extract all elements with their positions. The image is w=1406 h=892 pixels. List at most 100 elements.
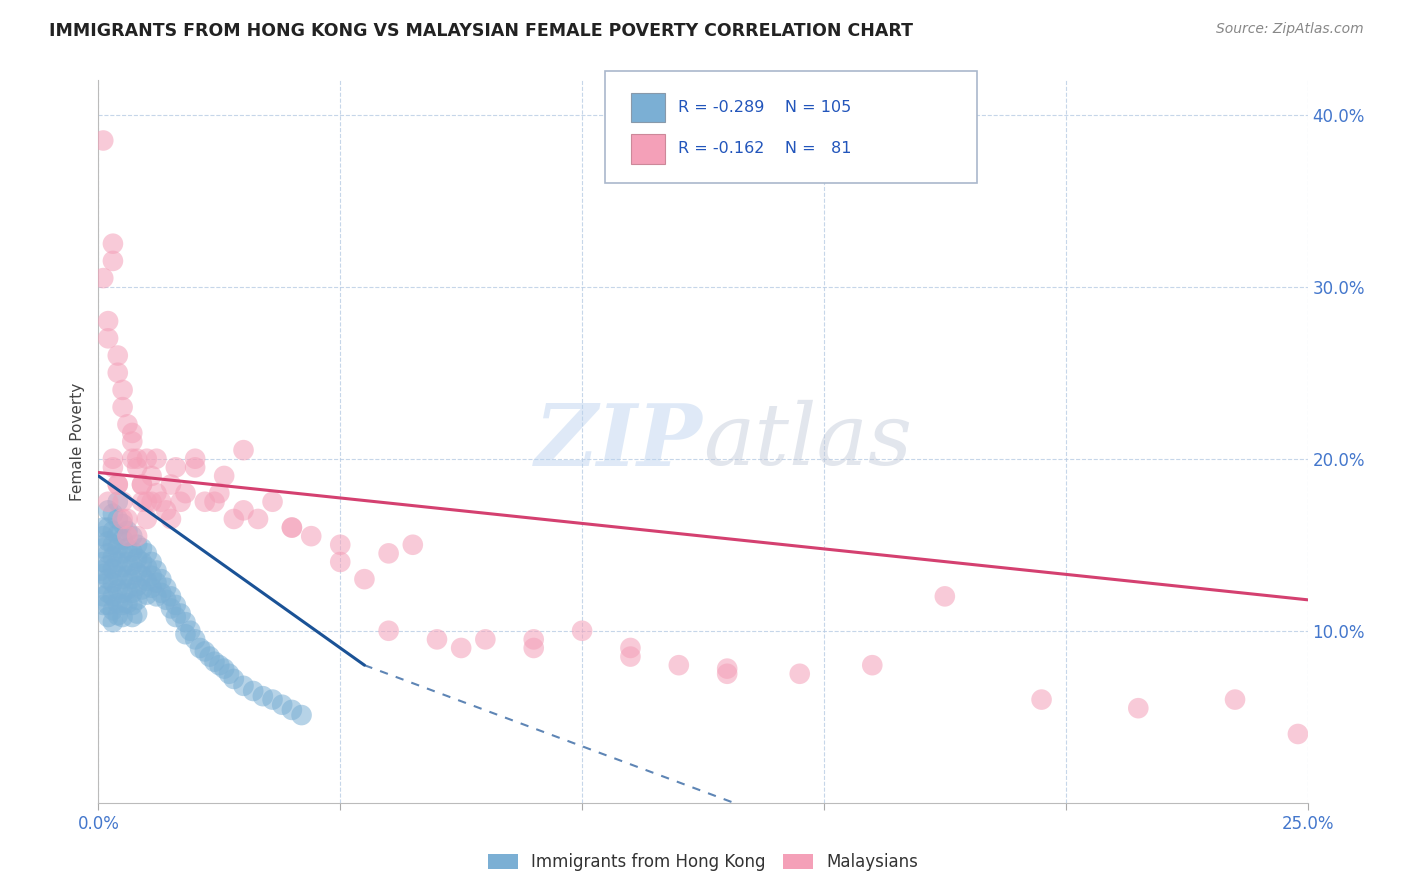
- Point: [198, 649, 221, 664]
- Point: [121, 451, 143, 466]
- Point: [111, 610, 134, 624]
- Point: [150, 586, 173, 600]
- Point: [101, 253, 124, 268]
- Point: [204, 655, 226, 669]
- Point: [934, 590, 956, 604]
- Point: [1286, 727, 1309, 741]
- Point: [127, 538, 149, 552]
- Point: [97, 598, 120, 612]
- Point: [1223, 692, 1246, 706]
- Point: [232, 679, 254, 693]
- Point: [107, 477, 129, 491]
- Point: [619, 640, 641, 655]
- Point: [111, 494, 134, 508]
- Point: [329, 555, 352, 569]
- Point: [121, 434, 143, 449]
- Point: [252, 689, 274, 703]
- Point: [111, 400, 134, 414]
- Text: atlas: atlas: [703, 401, 912, 483]
- Point: [107, 555, 129, 569]
- Point: [204, 494, 226, 508]
- Point: [208, 658, 231, 673]
- Point: [127, 607, 149, 621]
- Point: [101, 562, 124, 576]
- Point: [426, 632, 449, 647]
- Point: [212, 469, 235, 483]
- Point: [184, 451, 207, 466]
- Point: [101, 575, 124, 590]
- Point: [155, 503, 177, 517]
- Point: [111, 533, 134, 547]
- Point: [155, 581, 177, 595]
- Point: [174, 627, 197, 641]
- Point: [1128, 701, 1150, 715]
- Point: [101, 615, 124, 630]
- Point: [145, 486, 167, 500]
- Point: [117, 417, 139, 432]
- Point: [111, 512, 134, 526]
- Point: [145, 575, 167, 590]
- Point: [91, 529, 114, 543]
- Point: [184, 632, 207, 647]
- Point: [91, 555, 114, 569]
- Point: [1031, 692, 1053, 706]
- Text: R = -0.289    N = 105: R = -0.289 N = 105: [678, 100, 851, 115]
- Point: [101, 538, 124, 552]
- Point: [131, 555, 153, 569]
- Point: [450, 640, 472, 655]
- Point: [523, 632, 546, 647]
- Point: [169, 607, 191, 621]
- Point: [174, 615, 197, 630]
- Point: [160, 477, 183, 491]
- Point: [353, 572, 375, 586]
- Point: [218, 666, 240, 681]
- Point: [90, 564, 112, 578]
- Point: [107, 349, 129, 363]
- Point: [232, 503, 254, 517]
- Point: [121, 586, 143, 600]
- Text: R = -0.162    N =   81: R = -0.162 N = 81: [678, 142, 851, 156]
- Point: [299, 529, 322, 543]
- Point: [716, 666, 738, 681]
- Point: [127, 592, 149, 607]
- Point: [135, 494, 157, 508]
- Point: [117, 568, 139, 582]
- Point: [165, 460, 187, 475]
- Point: [97, 520, 120, 534]
- Point: [169, 494, 191, 508]
- Point: [101, 590, 124, 604]
- Point: [242, 684, 264, 698]
- Point: [232, 443, 254, 458]
- Point: [262, 692, 284, 706]
- Point: [91, 541, 114, 556]
- Point: [131, 477, 153, 491]
- Point: [135, 512, 157, 526]
- Point: [131, 477, 153, 491]
- Point: [127, 529, 149, 543]
- Point: [111, 572, 134, 586]
- Point: [97, 572, 120, 586]
- Point: [97, 610, 120, 624]
- Point: [101, 451, 124, 466]
- Point: [131, 541, 153, 556]
- Y-axis label: Female Poverty: Female Poverty: [70, 383, 86, 500]
- Point: [91, 590, 114, 604]
- Point: [101, 549, 124, 564]
- Point: [121, 425, 143, 440]
- Point: [160, 512, 183, 526]
- Point: [141, 494, 163, 508]
- Point: [135, 588, 157, 602]
- Point: [188, 640, 211, 655]
- Point: [97, 494, 120, 508]
- Legend: Immigrants from Hong Kong, Malaysians: Immigrants from Hong Kong, Malaysians: [481, 847, 925, 878]
- Point: [127, 551, 149, 566]
- Point: [208, 486, 231, 500]
- Point: [107, 596, 129, 610]
- Point: [107, 477, 129, 491]
- Point: [155, 592, 177, 607]
- Point: [91, 577, 114, 591]
- Point: [329, 538, 352, 552]
- Point: [117, 555, 139, 569]
- Point: [117, 512, 139, 526]
- Point: [222, 512, 245, 526]
